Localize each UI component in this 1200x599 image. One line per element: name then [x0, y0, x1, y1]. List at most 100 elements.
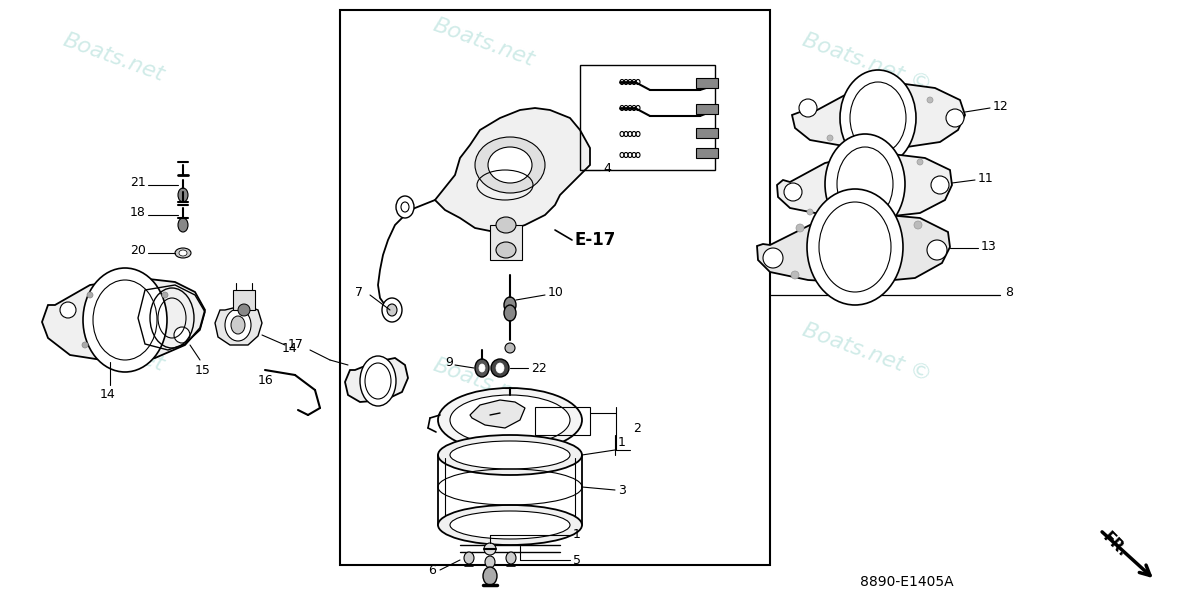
Ellipse shape: [174, 327, 190, 343]
Ellipse shape: [504, 297, 516, 313]
Polygon shape: [470, 400, 526, 428]
Text: 9: 9: [445, 356, 452, 370]
Ellipse shape: [928, 97, 934, 103]
Ellipse shape: [484, 543, 496, 555]
Ellipse shape: [496, 217, 516, 233]
Ellipse shape: [850, 82, 906, 154]
Text: 11: 11: [978, 173, 994, 186]
Ellipse shape: [438, 435, 582, 475]
Text: 15: 15: [194, 364, 211, 377]
Text: Boats.net ©: Boats.net ©: [800, 30, 935, 95]
Ellipse shape: [175, 248, 191, 258]
Bar: [233, 290, 256, 310]
Bar: [696, 78, 718, 88]
Ellipse shape: [791, 271, 799, 279]
Ellipse shape: [162, 292, 168, 298]
Text: 14: 14: [100, 389, 115, 401]
Ellipse shape: [482, 567, 497, 585]
Text: Boats.net: Boats.net: [430, 355, 538, 410]
Text: 21: 21: [130, 177, 145, 189]
Ellipse shape: [475, 359, 490, 377]
Bar: [340, 10, 770, 565]
Ellipse shape: [818, 202, 890, 292]
Ellipse shape: [178, 188, 188, 202]
Ellipse shape: [479, 364, 485, 372]
Ellipse shape: [450, 395, 570, 445]
Text: FR.: FR.: [1099, 530, 1130, 560]
Ellipse shape: [799, 99, 817, 117]
Ellipse shape: [808, 209, 814, 215]
Ellipse shape: [928, 240, 947, 260]
Ellipse shape: [450, 511, 570, 539]
Bar: [580, 65, 715, 170]
Text: 4: 4: [604, 162, 611, 174]
Ellipse shape: [931, 176, 949, 194]
Ellipse shape: [763, 248, 784, 268]
Ellipse shape: [946, 109, 964, 127]
Ellipse shape: [360, 356, 396, 406]
Ellipse shape: [491, 359, 509, 377]
Bar: [696, 104, 718, 114]
Ellipse shape: [796, 224, 804, 232]
Ellipse shape: [178, 218, 188, 232]
Ellipse shape: [840, 70, 916, 166]
Ellipse shape: [496, 363, 504, 373]
Bar: [535, 407, 590, 435]
Text: 1: 1: [618, 437, 626, 449]
Ellipse shape: [475, 137, 545, 193]
Ellipse shape: [808, 189, 904, 305]
Ellipse shape: [827, 135, 833, 141]
Text: 17: 17: [288, 338, 304, 352]
Text: Boats.net: Boats.net: [430, 15, 538, 70]
Bar: [696, 148, 718, 158]
Ellipse shape: [496, 242, 516, 258]
Ellipse shape: [238, 304, 250, 316]
Text: 3: 3: [618, 483, 626, 497]
Ellipse shape: [438, 505, 582, 545]
Ellipse shape: [226, 309, 251, 341]
Ellipse shape: [382, 298, 402, 322]
Text: Boats.net: Boats.net: [60, 320, 167, 375]
Ellipse shape: [838, 147, 893, 221]
Ellipse shape: [60, 302, 76, 318]
Bar: [696, 128, 718, 138]
Ellipse shape: [826, 134, 905, 234]
Text: 2: 2: [634, 422, 641, 434]
Ellipse shape: [365, 363, 391, 399]
Text: Boats.net ©: Boats.net ©: [800, 320, 935, 385]
Text: 6: 6: [428, 564, 436, 576]
Ellipse shape: [438, 388, 582, 452]
Polygon shape: [778, 152, 952, 218]
Ellipse shape: [230, 316, 245, 334]
Ellipse shape: [488, 147, 532, 183]
Text: 8: 8: [1006, 286, 1013, 300]
Ellipse shape: [179, 250, 187, 256]
Text: 1: 1: [574, 528, 581, 541]
Text: 13: 13: [982, 241, 997, 253]
Ellipse shape: [506, 552, 516, 564]
Ellipse shape: [386, 304, 397, 316]
Ellipse shape: [505, 343, 515, 353]
Ellipse shape: [485, 556, 496, 568]
Polygon shape: [792, 82, 965, 148]
Ellipse shape: [450, 441, 570, 469]
Ellipse shape: [784, 183, 802, 201]
Text: 16: 16: [258, 374, 274, 386]
Text: 10: 10: [548, 286, 564, 300]
Text: 20: 20: [130, 244, 146, 258]
Text: Boats.net: Boats.net: [60, 30, 167, 85]
Ellipse shape: [396, 196, 414, 218]
Ellipse shape: [464, 552, 474, 564]
Text: 14: 14: [282, 341, 298, 355]
Polygon shape: [215, 305, 262, 345]
Text: 7: 7: [355, 286, 364, 300]
Text: 22: 22: [530, 362, 547, 374]
Ellipse shape: [83, 268, 167, 372]
Text: E-17: E-17: [575, 231, 617, 249]
Text: 8890-E1405A: 8890-E1405A: [860, 575, 954, 589]
Polygon shape: [757, 213, 950, 283]
Polygon shape: [346, 358, 408, 402]
Text: 5: 5: [574, 553, 581, 567]
Text: 18: 18: [130, 207, 146, 219]
Polygon shape: [436, 108, 590, 232]
